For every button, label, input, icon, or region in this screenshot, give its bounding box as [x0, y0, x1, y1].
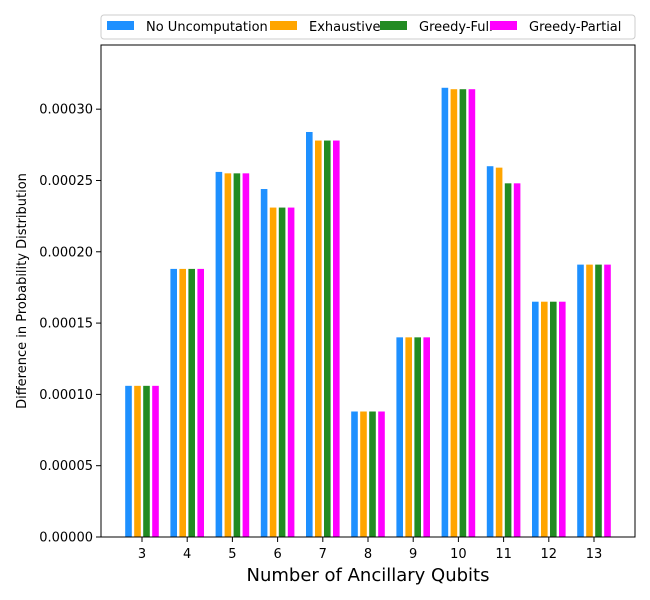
x-tick-label: 11	[495, 547, 512, 562]
bar-greedy-full-4	[188, 268, 195, 537]
legend-label: Exhaustive	[309, 20, 381, 35]
bar-greedy-full-12	[550, 301, 557, 537]
bar-greedy-partial-6	[287, 207, 295, 537]
bar-exhaustive-3	[134, 385, 141, 537]
bar-no-uncomputation-12	[532, 301, 539, 537]
y-tick-label: 0.00030	[39, 103, 93, 118]
bar-greedy-partial-4	[197, 268, 204, 537]
y-tick-label: 0.00000	[39, 531, 93, 546]
x-axis: 3 4 5 6 7 8 9 10 11 12 13	[138, 537, 602, 562]
bar-exhaustive-5	[224, 173, 232, 537]
bar-greedy-partial-10	[468, 89, 476, 538]
x-tick-label: 6	[273, 547, 281, 562]
bar-exhaustive-12	[541, 301, 548, 537]
bar-greedy-partial-7	[333, 140, 340, 538]
bar-exhaustive-9	[405, 337, 412, 537]
bar-exhaustive-4	[179, 268, 186, 537]
x-axis-label: Number of Ancillary Qubits	[247, 565, 490, 586]
bar-greedy-partial-5	[242, 173, 250, 537]
bar-greedy-partial-9	[423, 337, 430, 537]
bar-no-uncomputation-5	[215, 171, 223, 538]
bar-greedy-full-5	[233, 173, 241, 537]
y-tick-label: 0.00020	[39, 245, 93, 260]
y-axis-label: Difference in Probability Distribution	[15, 173, 30, 409]
bar-greedy-full-10	[459, 89, 467, 538]
bar-greedy-full-6	[278, 207, 286, 537]
bar-exhaustive-8	[360, 411, 367, 537]
legend-swatch	[380, 21, 407, 30]
x-tick-label: 10	[450, 547, 467, 562]
legend-swatch	[107, 21, 134, 30]
y-tick-label: 0.00015	[39, 317, 93, 332]
x-tick-label: 3	[138, 547, 146, 562]
legend-swatch	[270, 21, 297, 30]
legend-label: Greedy-Partial	[529, 20, 621, 35]
y-tick-label: 0.00010	[39, 388, 93, 403]
bar-no-uncomputation-10	[441, 87, 449, 537]
bar-no-uncomputation-7	[306, 131, 313, 538]
legend-swatch	[490, 21, 517, 30]
bar-exhaustive-6	[269, 207, 277, 537]
bar-greedy-partial-13	[604, 264, 611, 537]
x-tick-label: 12	[541, 547, 558, 562]
bar-no-uncomputation-9	[396, 337, 403, 537]
bar-exhaustive-11	[495, 167, 503, 537]
bar-exhaustive-7	[315, 140, 322, 538]
bar-no-uncomputation-6	[260, 189, 268, 537]
bar-greedy-full-9	[414, 337, 421, 537]
bar-greedy-full-3	[143, 385, 150, 537]
x-tick-label: 9	[409, 547, 417, 562]
bar-no-uncomputation-8	[351, 411, 358, 537]
x-tick-label: 4	[183, 547, 191, 562]
bar-greedy-full-8	[369, 411, 376, 537]
bar-no-uncomputation-4	[170, 268, 177, 537]
bar-no-uncomputation-3	[125, 385, 132, 537]
bar-greedy-full-11	[504, 183, 512, 537]
bar-greedy-full-7	[324, 140, 331, 538]
bar-greedy-partial-11	[513, 183, 521, 537]
x-tick-label: 7	[319, 547, 327, 562]
legend: No Uncomputation Exhaustive Greedy-Full Gre…	[100, 14, 636, 40]
y-axis: 0.00000 0.00005 0.00010 0.00015 0.00020 0.000…	[39, 103, 101, 546]
bar-greedy-partial-8	[378, 411, 385, 537]
y-tick-label: 0.00005	[39, 459, 93, 474]
x-tick-label: 13	[586, 547, 603, 562]
y-tick-label: 0.00025	[39, 174, 93, 189]
bar-no-uncomputation-11	[486, 166, 494, 537]
bar-no-uncomputation-13	[577, 264, 584, 537]
x-tick-label: 8	[364, 547, 372, 562]
bars-layer	[125, 87, 611, 538]
legend-label: No Uncomputation	[146, 20, 268, 35]
bar-greedy-partial-3	[152, 385, 159, 537]
bar-greedy-full-13	[595, 264, 602, 537]
x-tick-label: 5	[228, 547, 236, 562]
bar-exhaustive-13	[586, 264, 593, 537]
bar-greedy-partial-12	[559, 301, 566, 537]
bar-exhaustive-10	[450, 89, 458, 538]
legend-label: Greedy-Full	[419, 20, 493, 35]
